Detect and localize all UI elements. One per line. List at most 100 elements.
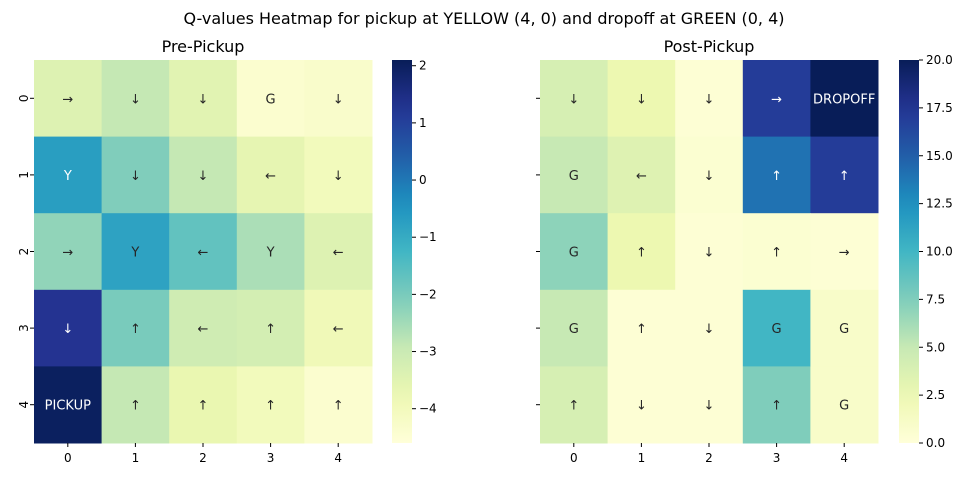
post-pickup-heatmap: Post-Pickup ↓ ↓ ↓ → DROPOFF G ← ↓ ↑ ↑ G ↑ ↓ ↑ → G ↑ ↓ G G ↑ ↓ ↓… [536,37,953,465]
heatmap-cell [810,60,879,138]
x-tick-label: 1 [638,451,646,465]
colorbar-tick-label: −3 [419,345,437,359]
cell-label: ↑ [130,322,141,337]
heatmap-cell [169,366,238,444]
heatmap-cell [304,366,373,444]
colorbar [392,60,412,443]
colorbar-tick-label: 17.5 [926,101,953,115]
x-tick-label: 4 [334,451,342,465]
colorbar-tick-label: −1 [419,230,437,244]
heatmap-cell [169,136,238,214]
heatmap-cell [101,289,170,367]
heatmap-cell [742,213,811,291]
cell-label: G [266,92,276,107]
y-tick-label: 2 [17,248,31,256]
cell-label: G [772,322,782,337]
heatmap-cell [742,366,811,444]
heatmap-cell [236,60,305,138]
heatmap-cell [101,60,170,138]
cell-label: ↓ [198,169,209,184]
cell-label: ↓ [704,322,715,337]
heatmap-cell [101,366,170,444]
heatmap-cell [607,60,676,138]
heatmap-cell [675,60,744,138]
heatmap-cell [675,213,744,291]
cell-label: G [839,322,849,337]
heatmap-cell [607,289,676,367]
cell-label: ← [265,169,276,184]
cell-label: ↑ [771,169,782,184]
colorbar-tick-label: 15.0 [926,149,953,163]
heatmap-cell [540,289,609,367]
cell-label: ↑ [771,399,782,414]
heatmap-cell [34,213,103,291]
colorbar-tick-label: 0.0 [926,436,945,450]
cell-label: ↓ [704,92,715,107]
cell-label: ↑ [198,399,209,414]
x-tick-label: 2 [199,451,207,465]
cell-label: ↓ [333,92,344,107]
pre-pickup-heatmap: Pre-Pickup → ↓ ↓ G ↓ Y ↓ ↓ ← ↓ → Y ← Y ← ↓ ↑ ← ↑ ← PICKUP ↑ ↑ ↑ ↑… [17,37,437,465]
colorbar-tick-label: −4 [419,402,437,416]
x-tick-label: 4 [840,451,848,465]
cell-label: → [62,92,73,107]
cell-label: ↓ [198,92,209,107]
cell-label: ↓ [704,246,715,261]
heatmap-cell [169,289,238,367]
heatmap-cell [742,289,811,367]
heatmap-cell [304,213,373,291]
colorbar-tick-label: 7.5 [926,292,945,306]
y-tick-label: 4 [17,401,31,409]
x-tick-label: 0 [64,451,72,465]
heatmap-cell [540,60,609,138]
colorbar-tick-label: −2 [419,287,437,301]
cell-label: ↑ [130,399,141,414]
heatmap-cell [236,289,305,367]
heatmap-cell [810,289,879,367]
cell-label: ↑ [333,399,344,414]
cell-label: ← [198,322,209,337]
heatmap-cell [607,136,676,214]
panel-title: Pre-Pickup [162,37,245,56]
heatmap-cell [810,213,879,291]
x-tick-label: 3 [267,451,275,465]
heatmap-cell [742,60,811,138]
colorbar [899,60,919,443]
cell-label: Y [130,246,139,261]
heatmap-cell [236,213,305,291]
cell-label: ↓ [130,169,141,184]
heatmap-cell [101,213,170,291]
cell-label: ← [333,246,344,261]
cell-label: DROPOFF [813,92,875,107]
heatmap-cell [675,289,744,367]
cell-label: ← [198,246,209,261]
cell-label: ↑ [265,322,276,337]
x-tick-label: 2 [705,451,713,465]
colorbar-tick-label: 12.5 [926,197,953,211]
x-tick-label: 0 [570,451,578,465]
cell-label: ↓ [636,92,647,107]
cell-label: ↑ [568,399,579,414]
heatmap-cell [34,136,103,214]
cell-label: G [569,322,579,337]
cell-label: G [569,169,579,184]
colorbar-tick-label: 5.0 [926,340,945,354]
colorbar-tick-label: 1 [419,116,427,130]
heatmap-cell [169,213,238,291]
cell-label: Y [266,246,275,261]
figure-title: Q-values Heatmap for pickup at YELLOW (4… [183,9,784,28]
heatmap-cell [101,136,170,214]
heatmap-cell [34,60,103,138]
cell-label: ↑ [636,322,647,337]
cell-label: Y [63,169,72,184]
cell-label: ↓ [568,92,579,107]
x-tick-label: 1 [132,451,140,465]
colorbar-tick-label: 20.0 [926,53,953,67]
heatmap-cell [34,289,103,367]
heatmap-cell [607,366,676,444]
heatmap-cell [236,136,305,214]
heatmap-cell [810,366,879,444]
heatmap-cell [675,136,744,214]
heatmap-cell [742,136,811,214]
cell-label: ↑ [839,169,850,184]
